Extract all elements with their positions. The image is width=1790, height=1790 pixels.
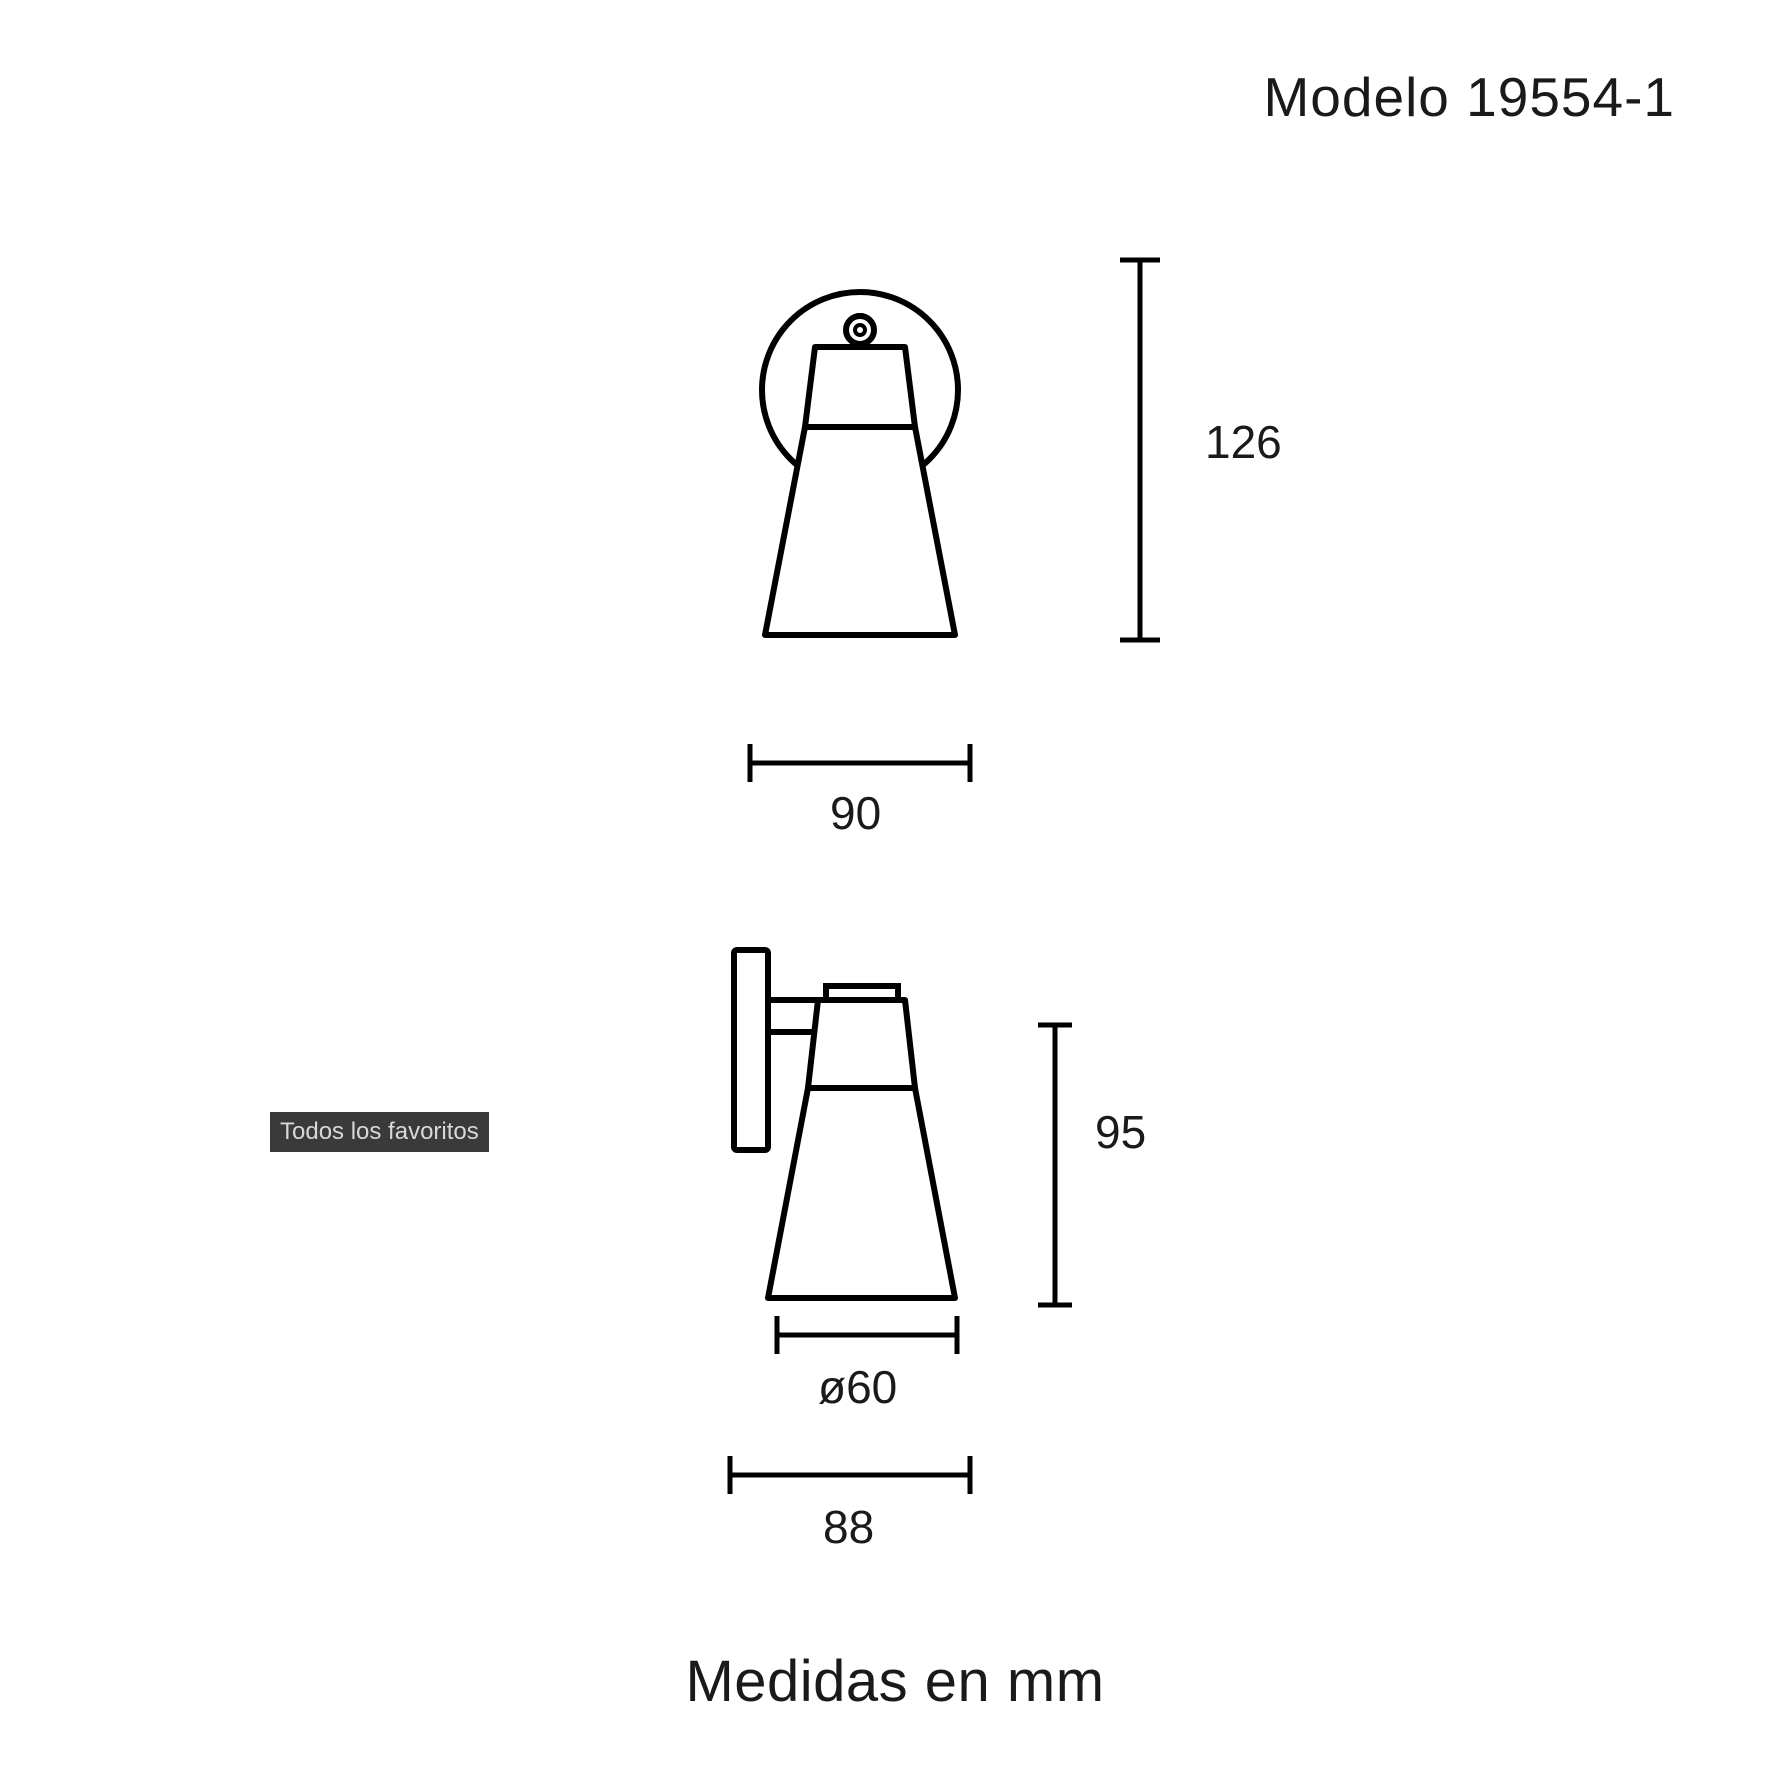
dim-label-width-front: 90 [830, 786, 881, 840]
dim-label-depth: 88 [823, 1500, 874, 1554]
dim-label-height-front: 126 [1205, 415, 1282, 469]
dim-label-height-side: 95 [1095, 1105, 1146, 1159]
dim-line-width-front [740, 738, 980, 788]
dim-line-diameter [767, 1310, 967, 1360]
front-view-drawing [700, 275, 1020, 655]
dim-line-depth [720, 1450, 980, 1500]
dim-line-height-front [1110, 250, 1170, 650]
units-label: Medidas en mm [685, 1648, 1104, 1715]
dim-line-height-side [1030, 1015, 1080, 1315]
dim-label-diameter: ø60 [818, 1360, 897, 1414]
side-view-drawing [710, 938, 1030, 1318]
page-title: Modelo 19554-1 [1263, 65, 1675, 129]
tooltip-favorites: Todos los favoritos [270, 1112, 489, 1152]
